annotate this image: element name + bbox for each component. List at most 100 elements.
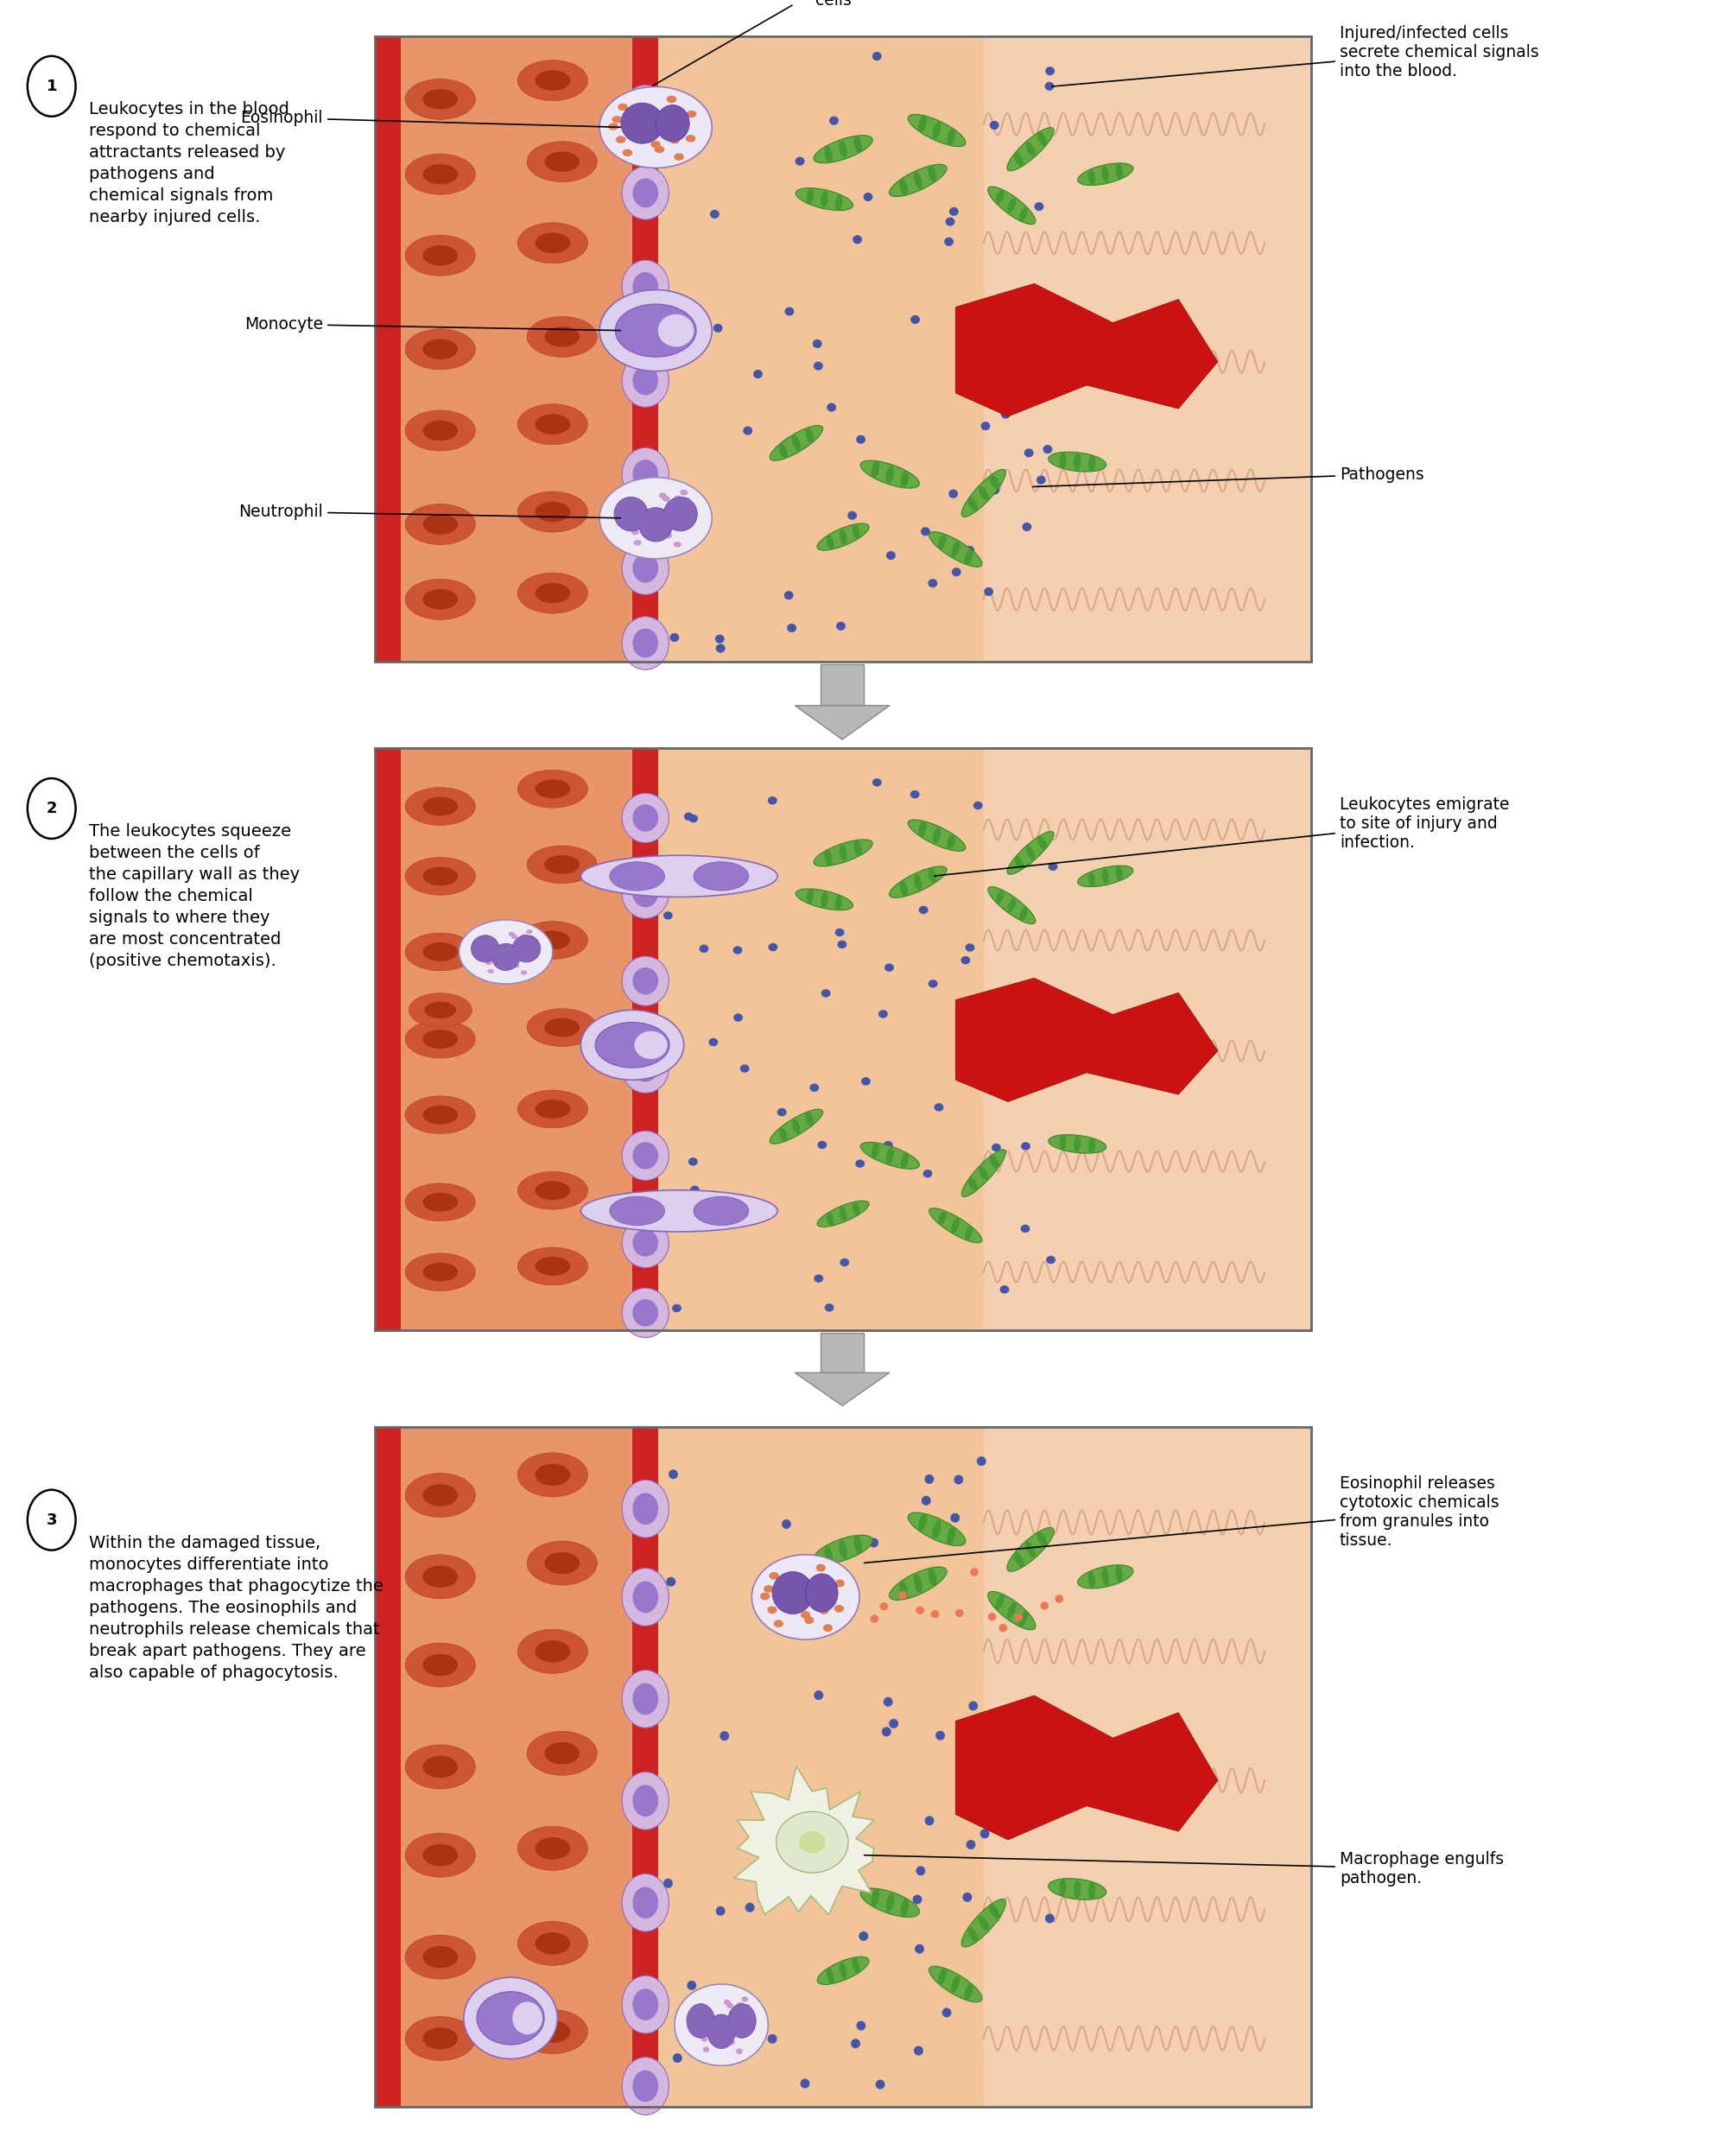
Ellipse shape <box>660 511 677 528</box>
Ellipse shape <box>885 964 893 972</box>
Ellipse shape <box>881 1727 890 1736</box>
Ellipse shape <box>859 1932 868 1940</box>
Ellipse shape <box>947 834 955 849</box>
Ellipse shape <box>792 1119 801 1134</box>
FancyBboxPatch shape <box>375 748 656 1330</box>
Ellipse shape <box>534 233 570 252</box>
Ellipse shape <box>534 1464 570 1485</box>
Ellipse shape <box>988 1613 996 1621</box>
Ellipse shape <box>1022 522 1031 530</box>
Ellipse shape <box>835 895 842 910</box>
Ellipse shape <box>806 888 813 903</box>
Ellipse shape <box>594 1022 668 1067</box>
Ellipse shape <box>777 1811 847 1874</box>
Ellipse shape <box>622 1132 668 1179</box>
Ellipse shape <box>663 116 673 125</box>
Ellipse shape <box>663 533 672 539</box>
Ellipse shape <box>1058 453 1065 468</box>
Polygon shape <box>955 979 1218 1102</box>
Ellipse shape <box>622 149 632 157</box>
Ellipse shape <box>694 1197 749 1225</box>
Ellipse shape <box>861 461 919 487</box>
Ellipse shape <box>799 1830 825 1854</box>
Ellipse shape <box>852 235 862 244</box>
Ellipse shape <box>663 1878 672 1889</box>
Ellipse shape <box>708 1037 718 1046</box>
Ellipse shape <box>861 1078 869 1084</box>
Ellipse shape <box>818 1606 828 1615</box>
Ellipse shape <box>838 1962 847 1979</box>
Ellipse shape <box>517 573 588 614</box>
Ellipse shape <box>405 1020 476 1059</box>
FancyBboxPatch shape <box>375 1427 400 2106</box>
Ellipse shape <box>673 153 684 160</box>
Ellipse shape <box>478 938 484 942</box>
Ellipse shape <box>423 1192 457 1212</box>
Ellipse shape <box>706 2014 735 2048</box>
Ellipse shape <box>526 929 533 934</box>
Ellipse shape <box>825 144 832 164</box>
Ellipse shape <box>1074 1880 1081 1897</box>
Ellipse shape <box>914 1574 923 1593</box>
Ellipse shape <box>710 2020 716 2027</box>
Ellipse shape <box>521 970 527 975</box>
Ellipse shape <box>622 1772 668 1830</box>
Ellipse shape <box>517 60 588 101</box>
Text: Within the damaged tissue,
monocytes differentiate into
macrophages that phagocy: Within the damaged tissue, monocytes dif… <box>89 1535 383 1682</box>
Ellipse shape <box>1101 869 1108 884</box>
Ellipse shape <box>883 1141 892 1149</box>
Ellipse shape <box>622 354 668 407</box>
Ellipse shape <box>816 524 869 550</box>
Ellipse shape <box>955 1608 964 1617</box>
Ellipse shape <box>423 246 457 265</box>
Ellipse shape <box>656 533 665 539</box>
Ellipse shape <box>495 949 502 953</box>
Ellipse shape <box>792 436 801 451</box>
Ellipse shape <box>883 1697 892 1708</box>
Ellipse shape <box>687 1981 696 1990</box>
Text: Pathogens: Pathogens <box>1033 466 1423 487</box>
Ellipse shape <box>658 315 694 347</box>
Ellipse shape <box>826 1212 833 1227</box>
Ellipse shape <box>632 1300 658 1326</box>
Ellipse shape <box>962 1893 971 1902</box>
Ellipse shape <box>835 929 844 936</box>
Ellipse shape <box>1074 1136 1081 1151</box>
Ellipse shape <box>534 502 570 522</box>
Ellipse shape <box>811 1578 821 1585</box>
Ellipse shape <box>534 1837 570 1858</box>
Ellipse shape <box>871 52 881 60</box>
Ellipse shape <box>838 528 847 545</box>
Ellipse shape <box>1007 1602 1015 1619</box>
Ellipse shape <box>816 1201 869 1227</box>
Ellipse shape <box>405 1643 476 1686</box>
Ellipse shape <box>931 1611 938 1619</box>
Ellipse shape <box>795 888 852 910</box>
Ellipse shape <box>692 2007 699 2014</box>
Ellipse shape <box>517 1171 588 1210</box>
Ellipse shape <box>886 552 895 561</box>
Ellipse shape <box>685 110 696 119</box>
Ellipse shape <box>900 1151 909 1169</box>
Ellipse shape <box>869 1537 878 1548</box>
Ellipse shape <box>423 1947 457 1968</box>
Ellipse shape <box>423 164 457 185</box>
FancyBboxPatch shape <box>983 1427 1311 2106</box>
Ellipse shape <box>976 1457 986 1466</box>
Ellipse shape <box>871 1143 878 1160</box>
Ellipse shape <box>527 1542 596 1585</box>
Ellipse shape <box>727 2003 734 2009</box>
Ellipse shape <box>914 2046 923 2055</box>
Ellipse shape <box>751 1554 859 1639</box>
Ellipse shape <box>768 2033 777 2044</box>
Ellipse shape <box>610 1197 665 1225</box>
Ellipse shape <box>409 994 472 1026</box>
Ellipse shape <box>775 1576 785 1585</box>
Ellipse shape <box>484 962 491 966</box>
Ellipse shape <box>424 1003 455 1018</box>
Ellipse shape <box>622 1975 668 2033</box>
Ellipse shape <box>850 2040 859 2048</box>
Ellipse shape <box>1038 1712 1046 1720</box>
Ellipse shape <box>685 136 696 142</box>
Ellipse shape <box>888 164 947 196</box>
